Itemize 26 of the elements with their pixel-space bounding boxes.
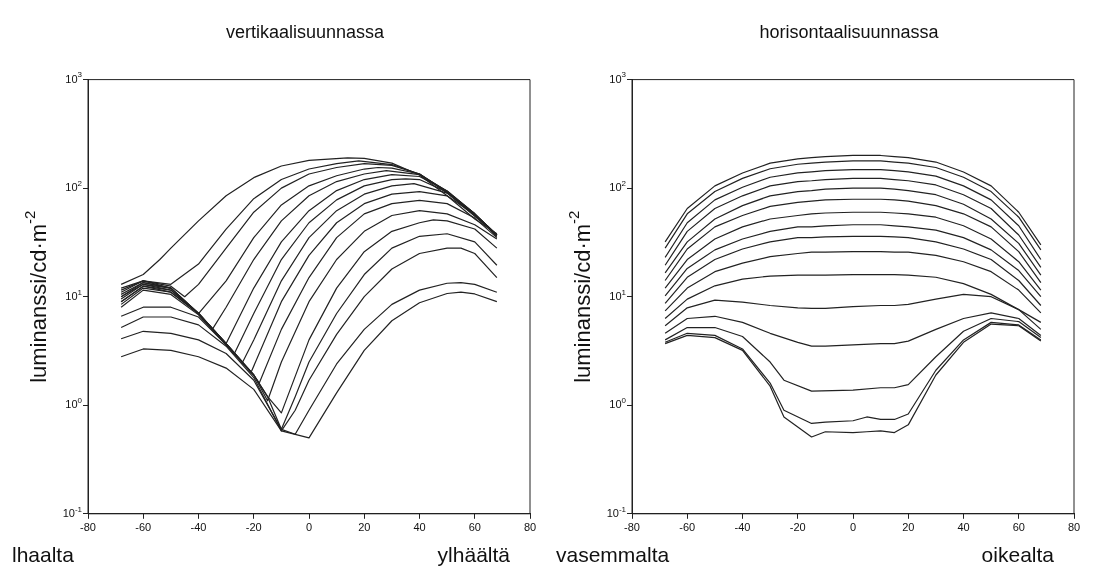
x-tick-label: 80: [523, 521, 537, 534]
x-tick-label: 20: [902, 521, 915, 534]
x-tick-label: 80: [1067, 521, 1081, 534]
x-tick-label: 0: [849, 521, 857, 534]
x-tick-label: -40: [190, 521, 207, 534]
x-tick-label: 40: [413, 521, 426, 534]
text: lhaalta: [12, 542, 75, 566]
x-tick-label: 40: [957, 521, 970, 534]
x-tick-label: 60: [468, 521, 481, 534]
text: ylhäältä: [437, 542, 511, 566]
x-tick-label: -60: [135, 521, 152, 534]
x-tick-label: -40: [734, 521, 751, 534]
x-tick-label: 60: [1012, 521, 1025, 534]
chart-title: horisontaalisuunnassa: [759, 21, 940, 42]
x-tick-label: -80: [80, 521, 96, 534]
x-tick-label: -80: [624, 521, 640, 534]
y-axis-title: luminanssi/cd·m-2: [21, 210, 52, 383]
text: oikealta: [981, 542, 1055, 566]
x-tick-label: -20: [789, 521, 806, 534]
x-tick-label: -60: [679, 521, 696, 534]
text: vasemmalta: [556, 542, 670, 566]
y-axis-title: luminanssi/cd·m-2: [565, 210, 596, 383]
chart-title: vertikaalisuunnassa: [225, 21, 386, 42]
x-tick-label: 0: [305, 521, 313, 534]
x-tick-label: -20: [245, 521, 262, 534]
x-tick-label: 20: [358, 521, 371, 534]
